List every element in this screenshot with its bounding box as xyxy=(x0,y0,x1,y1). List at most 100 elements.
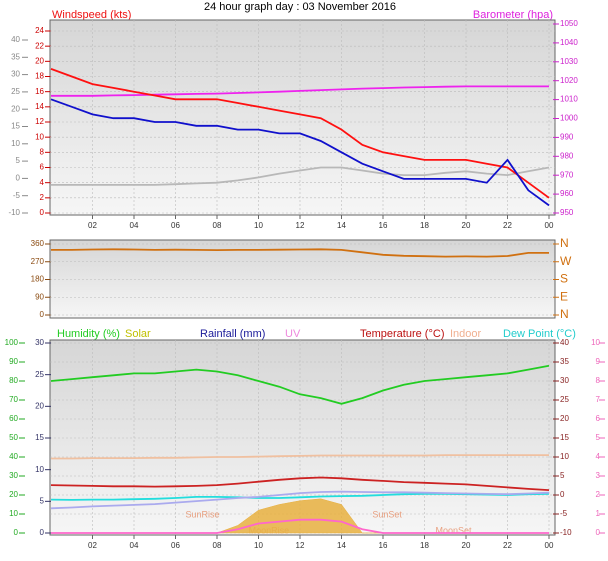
y2-tick-label: 5 xyxy=(560,471,565,480)
series-line xyxy=(51,166,550,186)
y2-tick-label: N xyxy=(560,307,569,321)
series-line xyxy=(51,248,549,258)
y4-tick-label: 0 xyxy=(596,528,601,537)
x-tick-label: 06 xyxy=(171,221,180,230)
series-line xyxy=(51,518,549,534)
y-tick-label: 6 xyxy=(40,163,45,172)
y2-tick-label: 990 xyxy=(560,133,574,142)
y4-tick-label: 1 xyxy=(596,509,601,518)
legend-label: Dew Point (°C) xyxy=(503,328,576,340)
y4-tick-label: 8 xyxy=(596,376,601,385)
series-line xyxy=(51,85,549,97)
x-tick-label: 14 xyxy=(337,541,346,550)
y-tick-label: 70 xyxy=(9,395,18,404)
x-tick-label: 04 xyxy=(130,541,139,550)
y4-tick-label: 3 xyxy=(596,471,601,480)
x-tick-label: 04 xyxy=(130,221,139,230)
y-tick-label: 24 xyxy=(35,26,44,35)
x-tick-label: 18 xyxy=(420,541,429,550)
y-tick-label: 10 xyxy=(9,509,18,518)
annotation: SunRise xyxy=(185,509,219,519)
y2-tick-label: 15 xyxy=(560,433,569,442)
legend-label: Indoor xyxy=(450,328,482,340)
y3-tick-label: 0 xyxy=(40,528,45,537)
series-line xyxy=(50,476,550,491)
y3-tick-label: 25 xyxy=(35,370,44,379)
x-tick-label: 08 xyxy=(213,541,222,550)
y-tick-label: 40 xyxy=(9,452,18,461)
y-tick-label: 16 xyxy=(35,87,44,96)
y4-tick-label: 4 xyxy=(596,452,601,461)
y2-tick-label: E xyxy=(560,289,568,303)
y3-tick-label: -5 xyxy=(13,191,21,200)
y-tick-label: 80 xyxy=(9,376,18,385)
x-tick-label: 16 xyxy=(379,541,388,550)
x-tick-label: 22 xyxy=(503,541,512,550)
legend-label: Rainfall (mm) xyxy=(200,328,265,340)
y2-tick-label: 0 xyxy=(560,490,565,499)
y4-tick-label: 5 xyxy=(596,433,601,442)
y2-tick-label: 970 xyxy=(560,170,574,179)
y2-tick-label: 1000 xyxy=(560,114,578,123)
y2-tick-label: 10 xyxy=(560,452,569,461)
y2-tick-label: 1020 xyxy=(560,76,578,85)
y-tick-label: 90 xyxy=(9,357,18,366)
y3-tick-label: 30 xyxy=(35,338,44,347)
y-tick-label: 0 xyxy=(40,310,45,319)
x-tick-label: 00 xyxy=(545,221,554,230)
y3-tick-label: 10 xyxy=(11,139,20,148)
series-line xyxy=(51,454,549,460)
y-tick-label: 22 xyxy=(35,41,44,50)
x-tick-label: 18 xyxy=(420,221,429,230)
y-tick-label: 60 xyxy=(9,414,18,423)
y-tick-label: 20 xyxy=(9,490,18,499)
x-tick-label: 10 xyxy=(254,541,263,550)
x-tick-label: 08 xyxy=(213,221,222,230)
x-tick-label: 00 xyxy=(545,541,554,550)
y-tick-label: 100 xyxy=(5,338,19,347)
x-tick-label: 16 xyxy=(379,221,388,230)
y4-tick-label: 7 xyxy=(596,395,601,404)
annotation: SunSet xyxy=(372,509,402,519)
y3-tick-label: 35 xyxy=(11,52,20,61)
x-tick-label: 06 xyxy=(171,541,180,550)
y2-tick-label: 950 xyxy=(560,208,574,217)
y3-tick-label: -10 xyxy=(8,208,20,217)
y2-tick-label: 1010 xyxy=(560,95,578,104)
series-line xyxy=(50,490,550,510)
legend-label: Humidity (%) xyxy=(57,328,120,340)
y2-tick-label: 40 xyxy=(560,338,569,347)
y-tick-label: 50 xyxy=(9,433,18,442)
y2-tick-label: 30 xyxy=(560,376,569,385)
y2-tick-label: N xyxy=(560,236,569,250)
legend-label: UV xyxy=(285,328,301,340)
barometer-axis-label: Barometer (hpa) xyxy=(473,9,553,21)
y2-tick-label: 1040 xyxy=(560,38,578,47)
x-tick-label: 14 xyxy=(337,221,346,230)
y2-tick-label: W xyxy=(560,254,572,268)
y-tick-label: 0 xyxy=(40,208,45,217)
y2-tick-label: 1050 xyxy=(560,19,578,28)
x-tick-label: 02 xyxy=(88,221,97,230)
y-tick-label: 8 xyxy=(40,147,45,156)
y-tick-label: 270 xyxy=(31,257,45,266)
series-line xyxy=(50,98,550,207)
y3-tick-label: 20 xyxy=(35,401,44,410)
y2-tick-label: 960 xyxy=(560,189,574,198)
x-tick-label: 12 xyxy=(296,541,305,550)
x-tick-label: 20 xyxy=(462,221,471,230)
y2-tick-label: 35 xyxy=(560,357,569,366)
y-tick-label: 90 xyxy=(35,292,44,301)
annotation: MoonSet xyxy=(436,525,473,535)
y3-tick-label: 20 xyxy=(11,104,20,113)
x-tick-label: 22 xyxy=(503,221,512,230)
y2-tick-label: 980 xyxy=(560,151,574,160)
x-tick-label: 02 xyxy=(88,541,97,550)
x-tick-label: 10 xyxy=(254,221,263,230)
y-tick-label: 360 xyxy=(31,239,45,248)
x-tick-label: 20 xyxy=(462,541,471,550)
y-tick-label: 180 xyxy=(31,275,45,284)
y2-tick-label: -10 xyxy=(560,528,572,537)
y-tick-label: 10 xyxy=(35,132,44,141)
